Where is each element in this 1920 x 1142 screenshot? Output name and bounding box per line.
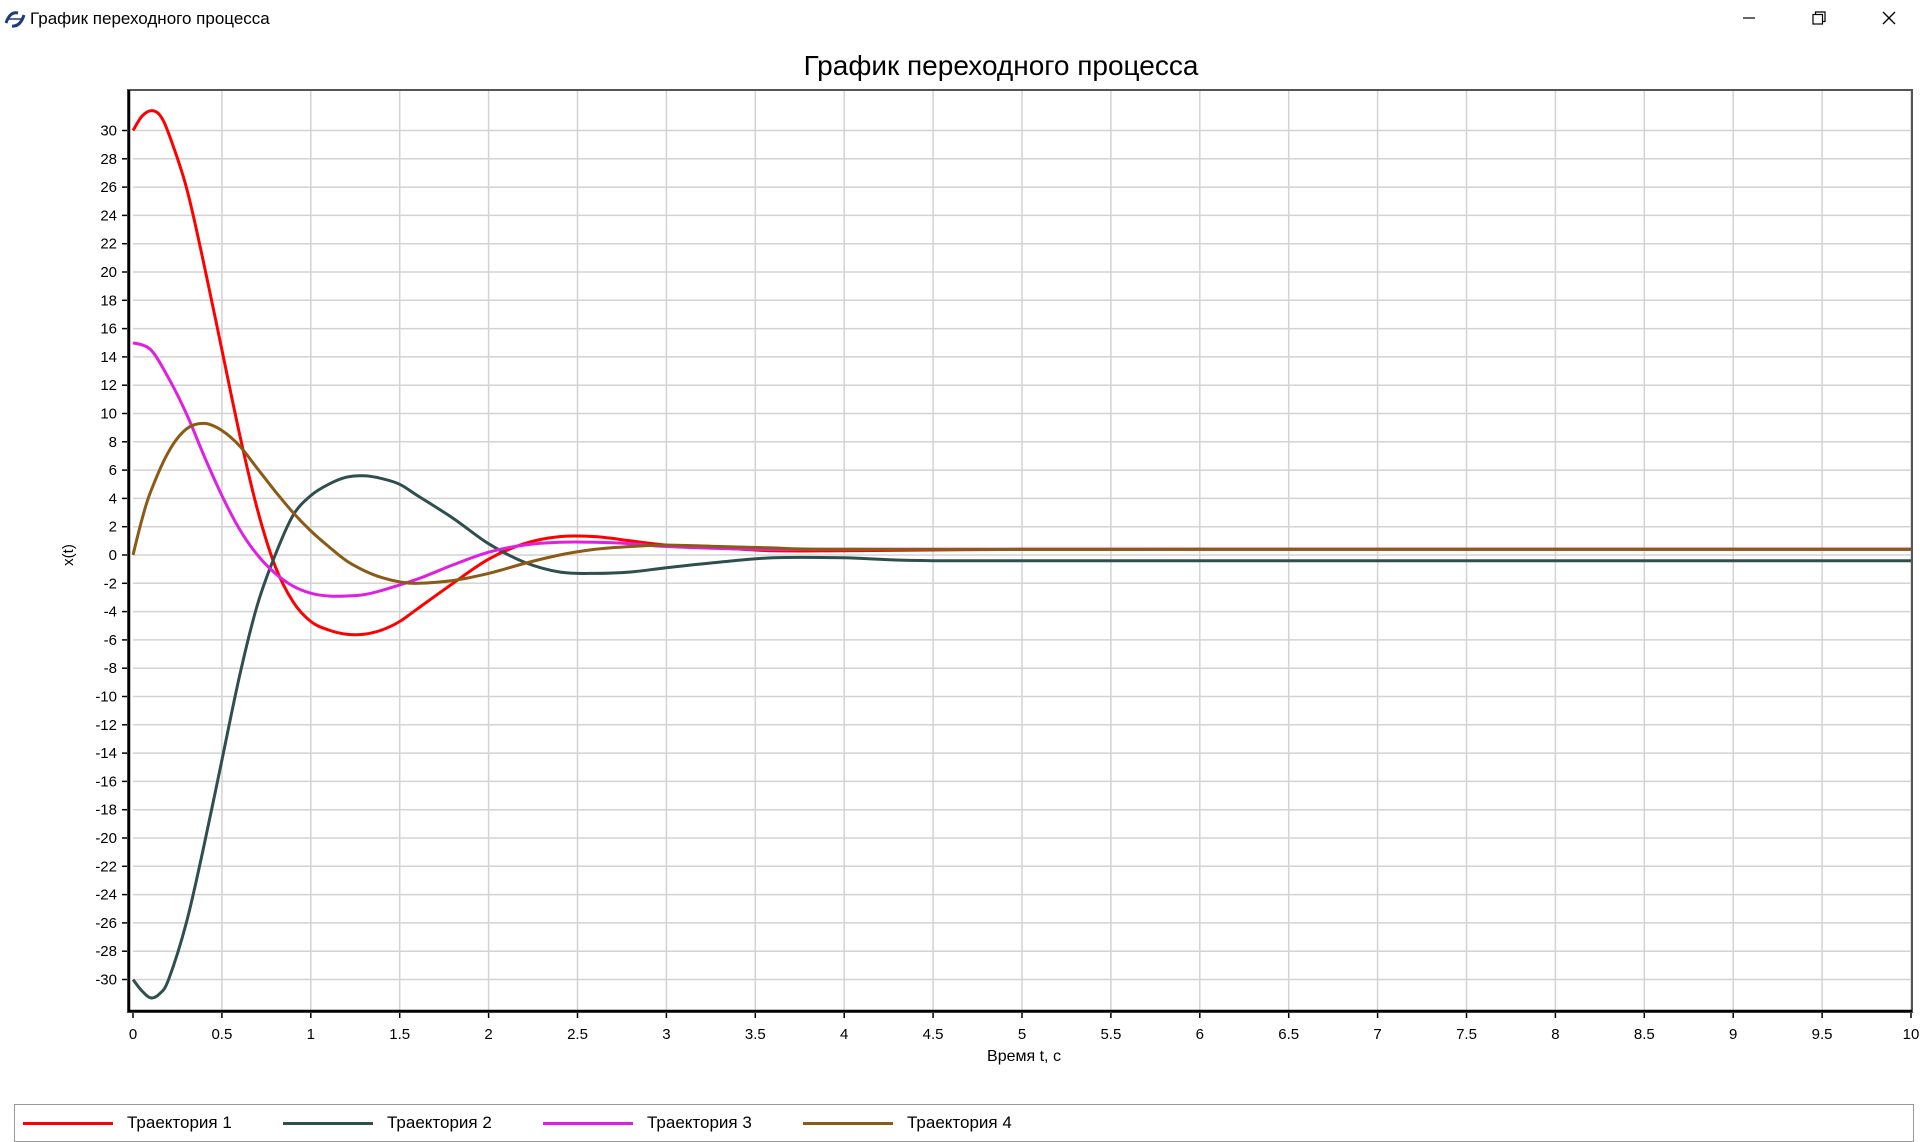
y-tick-label: -16 [95,773,117,790]
x-tick-label: 5 [1018,1026,1026,1043]
x-tick-label: 3.5 [745,1026,766,1043]
x-axis-ticks: 0 0.5 1 1.5 2 2.5 3 3.5 4 4.5 5 5.5 6 6.5 7 7.5 8 8.5 9 9.5… [129,1011,1920,1043]
x-tick-label: 5.5 [1100,1026,1121,1043]
y-tick-label: -26 [95,915,117,932]
legend-label: Траектория 4 [907,1113,1012,1132]
legend-label: Траектория 3 [647,1113,752,1132]
y-tick-label: -4 [104,604,117,621]
y-tick-label: -22 [95,858,117,875]
y-tick-label: 22 [100,236,117,253]
y-tick-label: -28 [95,943,117,960]
x-tick-label: 7.5 [1456,1026,1477,1043]
y-tick-label: 14 [100,349,117,366]
y-tick-label: 16 [100,321,117,338]
y-tick-label: -24 [95,887,117,904]
legend-swatch [543,1121,633,1125]
y-tick-label: -6 [104,632,117,649]
series-line-trajectory-4 [131,421,1911,585]
legend-swatch [803,1121,893,1125]
x-tick-label: 10 [1903,1026,1920,1043]
x-tick-label: 9.5 [1812,1026,1833,1043]
y-tick-label: -14 [95,745,117,762]
y-tick-label: -8 [104,660,117,677]
legend-item-trajectory-1: Траектория 1 [23,1105,232,1141]
y-tick-label: -30 [95,972,117,989]
y-tick-label: 2 [109,519,117,536]
x-tick-label: 6.5 [1278,1026,1299,1043]
x-tick-label: 4.5 [923,1026,944,1043]
y-tick-label: -20 [95,830,117,847]
x-tick-label: 1 [307,1026,315,1043]
minimize-button[interactable] [1714,0,1784,36]
legend-item-trajectory-4: Траектория 4 [803,1105,1012,1141]
y-tick-label: 20 [100,264,117,281]
y-tick-label: -18 [95,802,117,819]
y-tick-label: 8 [109,434,117,451]
y-tick-label: 28 [100,151,117,168]
legend-swatch [23,1121,113,1125]
restore-button[interactable] [1784,0,1854,36]
legend-item-trajectory-3: Траектория 3 [543,1105,752,1141]
x-tick-label: 0 [129,1026,137,1043]
y-tick-label: 30 [100,123,117,140]
y-tick-label: 18 [100,292,117,309]
x-axis-label: Время t, c [987,1048,1061,1065]
x-tick-label: 0.5 [211,1026,232,1043]
chart-title: График переходного процесса [804,50,1199,81]
restore-icon [1812,11,1826,25]
minimize-icon [1743,17,1755,19]
x-tick-label: 7 [1373,1026,1381,1043]
x-tick-label: 9 [1729,1026,1737,1043]
y-tick-label: 0 [109,547,117,564]
y-tick-label: -2 [104,575,117,592]
y-tick-label: 12 [100,377,117,394]
y-tick-label: -10 [95,689,117,706]
close-button[interactable] [1854,0,1920,36]
y-tick-label: 4 [109,490,117,507]
x-tick-label: 8 [1551,1026,1559,1043]
legend-item-trajectory-2: Траектория 2 [283,1105,492,1141]
x-tick-label: 8.5 [1634,1026,1655,1043]
y-tick-label: -12 [95,717,117,734]
app-logo-icon [4,11,26,28]
y-tick-label: 26 [100,179,117,196]
chart-legend: Траектория 1 Траектория 2 Траектория 3 Т… [14,1104,1914,1142]
close-icon [1882,11,1896,25]
legend-label: Траектория 1 [127,1113,232,1132]
y-tick-label: 6 [109,462,117,479]
x-tick-label: 2.5 [567,1026,588,1043]
y-tick-label: 10 [100,406,117,423]
transient-chart: График переходного процесса 302826242220… [60,50,1920,1065]
x-tick-label: 6 [1196,1026,1204,1043]
y-tick-label: 24 [100,207,117,224]
legend-label: Траектория 2 [387,1113,492,1132]
y-axis-label: x(t) [60,544,77,566]
window-title: График переходного процесса [30,9,270,28]
window-titlebar: График переходного процесса [0,0,1920,38]
chart-series [131,109,1911,1000]
series-line-trajectory-2 [131,474,1911,1000]
x-tick-label: 4 [840,1026,848,1043]
legend-swatch [283,1121,373,1125]
x-tick-label: 2 [484,1026,492,1043]
x-tick-label: 1.5 [389,1026,410,1043]
x-tick-label: 3 [662,1026,670,1043]
y-axis-ticks: 302826242220181614121086420-2-4-6-8-10-1… [95,123,129,989]
